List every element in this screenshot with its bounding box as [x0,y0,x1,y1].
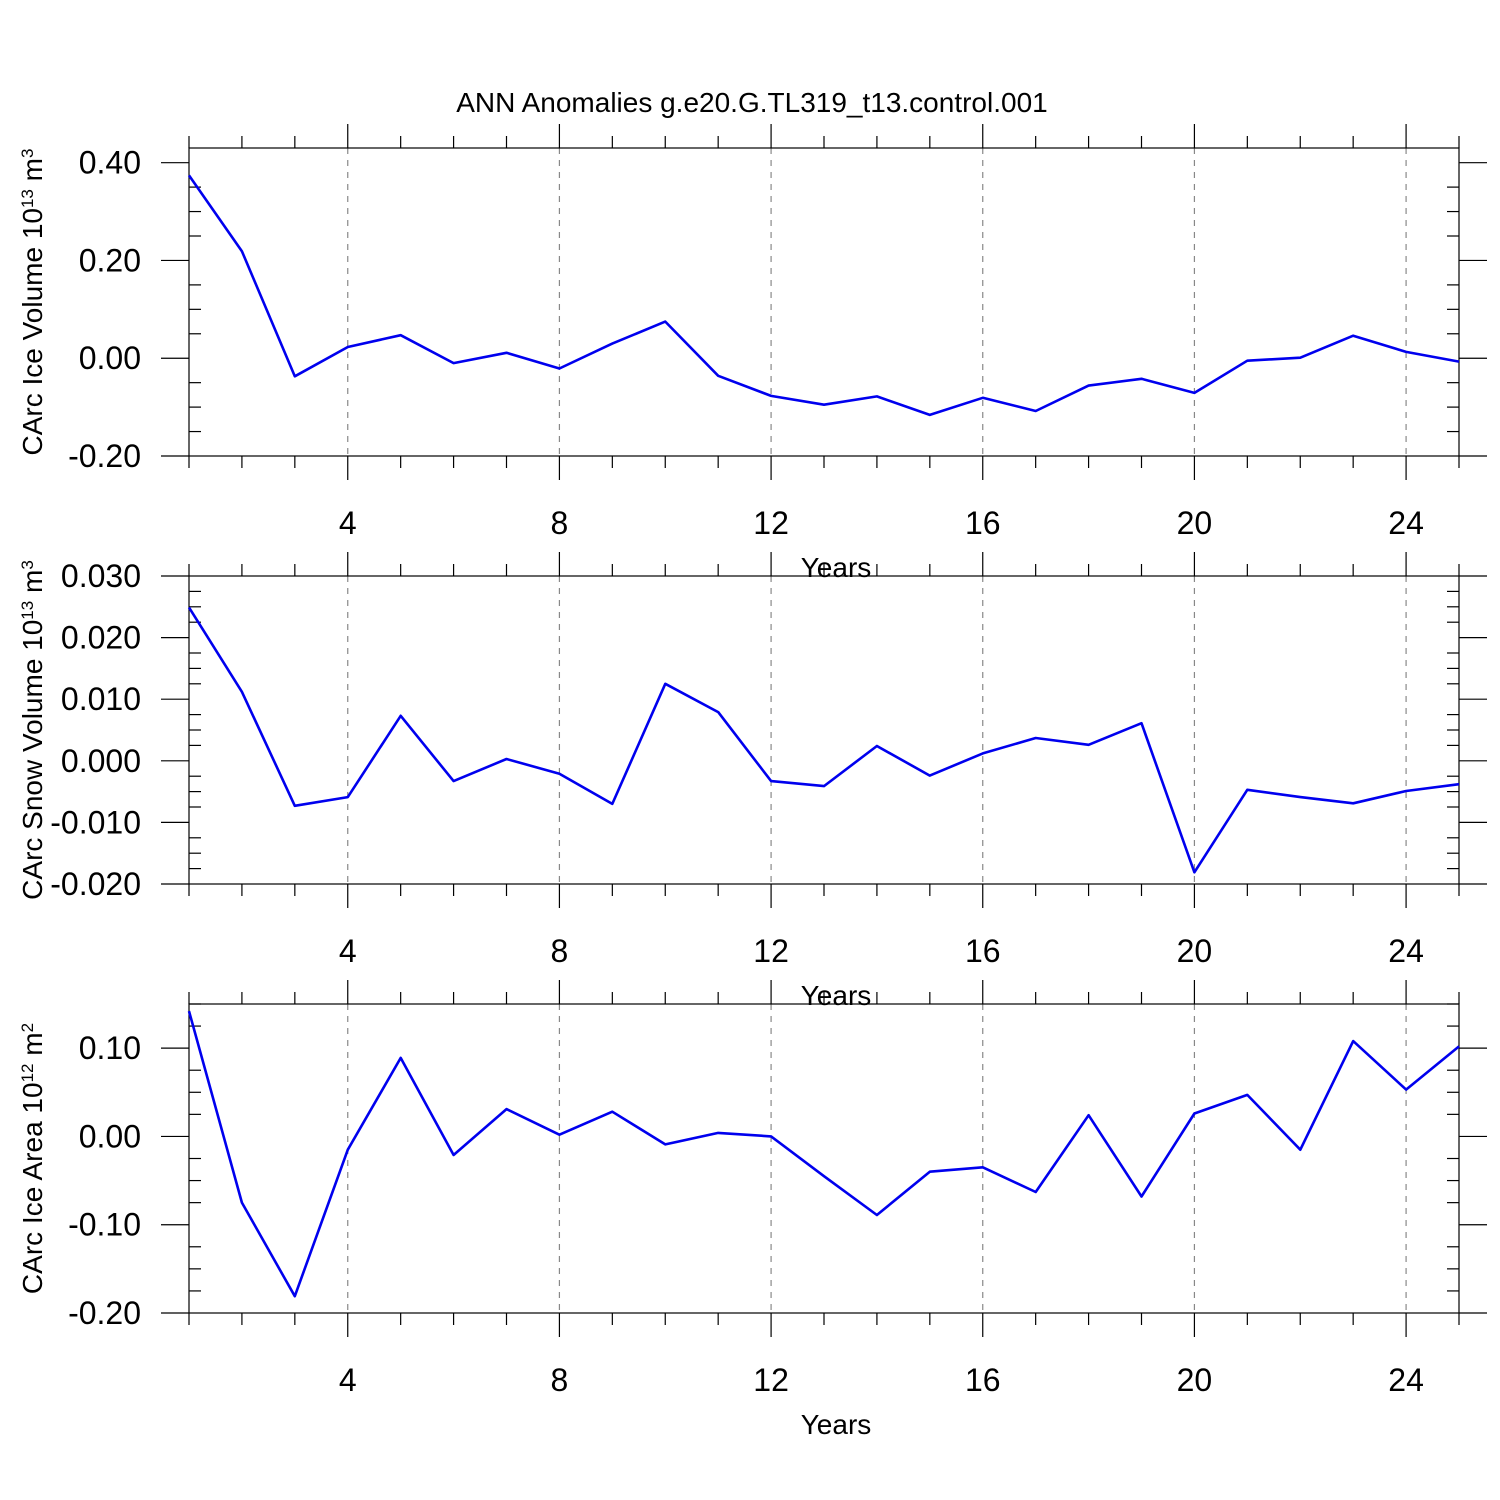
x-tick-label: 16 [965,505,1001,541]
y-tick-label: 0.10 [79,1030,141,1066]
plot-frame [188,575,1460,885]
chart-panels: -0.20 0.00 0.20 0.40 4 8 12 16 20 24 Years CArc Ice… [17,124,1487,1440]
x-tick-label: 20 [1177,505,1213,541]
y-tick-label: 0.010 [61,681,141,717]
y-tick-label: -0.20 [68,1295,141,1331]
y-axis-label: CArc Ice Area 1012 m2 [17,1023,48,1294]
y-tick-label: -0.010 [50,804,141,840]
x-tick-label: 4 [339,933,357,969]
series-line [187,1010,1460,1298]
plot-frame [188,147,1460,457]
series-line [187,174,1460,417]
plot-frame [188,1003,1460,1314]
x-tick-label: 12 [753,505,789,541]
y-tick-label: 0.00 [79,1118,141,1154]
panel-2: -0.020 -0.010 0.000 0.010 0.020 0.030 4 8 12 16 20… [17,552,1487,1011]
x-tick-label: 12 [753,1362,789,1398]
x-tick-label: 12 [753,933,789,969]
y-tick-label: 0.20 [79,242,141,278]
x-tick-label: 24 [1388,1362,1424,1398]
chart-title: ANN Anomalies g.e20.G.TL319_t13.control.… [456,87,1047,118]
series-line [187,606,1460,874]
y-tick-label: -0.20 [68,438,141,474]
y-tick-label: -0.020 [50,866,141,902]
x-tick-label: 8 [551,505,569,541]
y-tick-label: 0.030 [61,558,141,594]
y-tick-label: 0.00 [79,340,141,376]
x-tick-label: 24 [1388,933,1424,969]
y-tick-label: 0.40 [79,145,141,181]
y-tick-label: 0.020 [61,620,141,656]
x-axis-label: Years [801,1409,872,1440]
y-tick-label: -0.10 [68,1207,141,1243]
x-tick-label: 16 [965,1362,1001,1398]
x-tick-label: 24 [1388,505,1424,541]
x-axis-label: Years [801,980,872,1011]
x-tick-label: 4 [339,505,357,541]
x-tick-label: 16 [965,933,1001,969]
y-axis-label: CArc Ice Volume 1013 m3 [17,149,48,456]
y-axis-label: CArc Snow Volume 1013 m3 [17,560,48,900]
x-tick-label: 8 [551,933,569,969]
x-tick-label: 20 [1177,1362,1213,1398]
x-tick-label: 4 [339,1362,357,1398]
panel-1: -0.20 0.00 0.20 0.40 4 8 12 16 20 24 Years CArc Ice… [17,124,1487,583]
x-axis-label: Years [801,552,872,583]
y-tick-label: 0.000 [61,743,141,779]
x-tick-label: 20 [1177,933,1213,969]
x-tick-label: 8 [551,1362,569,1398]
panel-3: -0.20 -0.10 0.00 0.10 4 8 12 16 20 24 Years CArc Ic… [17,980,1487,1440]
